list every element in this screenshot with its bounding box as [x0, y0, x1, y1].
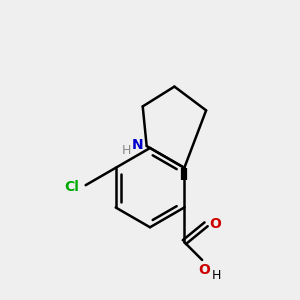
Text: O: O — [209, 217, 221, 231]
Text: H: H — [211, 269, 221, 282]
Text: H: H — [122, 145, 131, 158]
Text: O: O — [198, 263, 210, 277]
Text: Cl: Cl — [64, 180, 79, 194]
Text: N: N — [132, 138, 144, 152]
